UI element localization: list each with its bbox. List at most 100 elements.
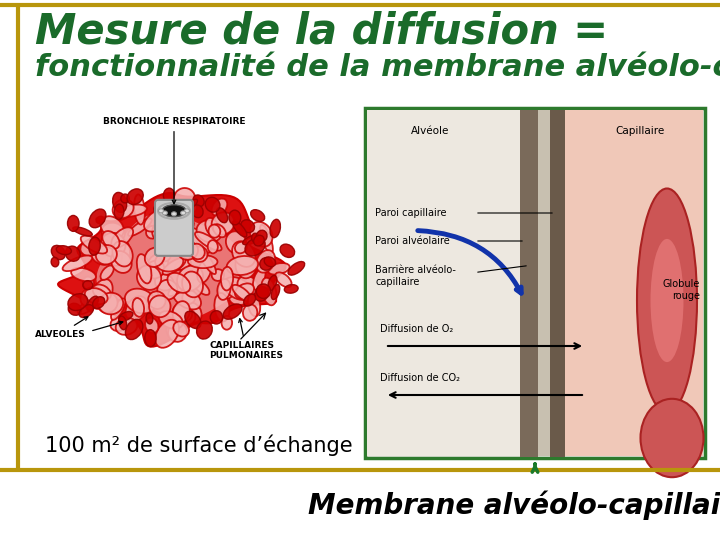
Bar [550, 289, 565, 291]
Bar [550, 399, 565, 401]
Bar [520, 220, 539, 221]
Bar [520, 347, 539, 348]
Bar [520, 371, 539, 373]
Bar [550, 122, 565, 124]
Bar [550, 377, 565, 379]
Bar [550, 263, 565, 265]
Bar [550, 455, 565, 456]
Bar [520, 214, 539, 215]
Bar [520, 197, 539, 199]
FancyBboxPatch shape [155, 200, 193, 256]
Ellipse shape [641, 399, 703, 477]
Bar [550, 145, 565, 146]
Bar [520, 415, 539, 416]
Ellipse shape [240, 220, 255, 233]
Bar [520, 152, 539, 153]
Bar [550, 129, 565, 131]
Bar [520, 355, 539, 356]
Bar [550, 380, 565, 381]
Bar [520, 131, 539, 132]
Bar [550, 197, 565, 199]
Bar [550, 238, 565, 240]
Bar [520, 110, 538, 111]
Ellipse shape [99, 293, 123, 314]
Bar [550, 348, 565, 349]
Bar [520, 324, 540, 326]
Bar [520, 114, 538, 116]
Bar [550, 196, 565, 198]
Bar [520, 111, 538, 112]
Bar [520, 395, 539, 396]
Bar [550, 379, 565, 381]
Bar [520, 421, 539, 422]
Bar [550, 356, 565, 357]
Text: Mesure de la diffusion =: Mesure de la diffusion = [35, 10, 608, 52]
Bar [550, 187, 565, 188]
Ellipse shape [155, 274, 174, 291]
Bar [550, 319, 565, 321]
Bar [520, 379, 539, 381]
Bar [520, 212, 539, 213]
Bar [520, 454, 538, 456]
Ellipse shape [137, 265, 161, 290]
Ellipse shape [81, 287, 103, 307]
Bar [520, 427, 539, 429]
Bar [520, 413, 539, 415]
Bar [550, 439, 565, 441]
Bar [520, 146, 539, 147]
Ellipse shape [149, 295, 171, 317]
Bar [550, 219, 565, 220]
Bar [550, 213, 565, 214]
Bar [550, 392, 565, 394]
Bar [550, 248, 565, 249]
Bar [550, 378, 565, 380]
Bar [550, 258, 565, 260]
Bar [550, 142, 565, 144]
Bar [520, 450, 538, 451]
Bar [550, 323, 565, 325]
Bar [550, 388, 565, 389]
Bar [520, 164, 539, 165]
Bar [550, 267, 565, 268]
Ellipse shape [145, 247, 164, 267]
Bar [550, 454, 565, 456]
Ellipse shape [215, 293, 230, 321]
Bar [550, 180, 565, 181]
Bar [520, 443, 539, 444]
Bar [520, 302, 540, 303]
Bar [520, 352, 539, 354]
Bar [550, 153, 565, 154]
Ellipse shape [185, 199, 197, 211]
Ellipse shape [163, 258, 186, 275]
Bar [520, 262, 540, 264]
Bar [520, 201, 539, 202]
Bar [550, 193, 565, 194]
Bar [520, 419, 539, 421]
Bar [520, 364, 539, 366]
Bar [520, 438, 539, 440]
Bar [520, 294, 540, 295]
Ellipse shape [253, 268, 266, 290]
Bar [550, 314, 565, 315]
Bar [520, 168, 539, 170]
Bar [520, 120, 538, 122]
Bar [520, 123, 539, 125]
Bar [520, 297, 540, 299]
Ellipse shape [245, 238, 265, 256]
Bar [520, 203, 539, 205]
Bar [520, 281, 540, 282]
Bar [520, 245, 540, 246]
Bar [520, 387, 539, 388]
Bar [550, 306, 565, 307]
Bar [520, 224, 539, 226]
Ellipse shape [183, 310, 195, 325]
Bar [520, 121, 538, 123]
Bar [520, 145, 539, 146]
Bar [550, 375, 565, 376]
Bar [550, 387, 565, 388]
Bar [520, 338, 539, 340]
Bar [550, 395, 565, 396]
Ellipse shape [209, 225, 220, 238]
Bar [520, 150, 539, 152]
Ellipse shape [163, 209, 181, 227]
